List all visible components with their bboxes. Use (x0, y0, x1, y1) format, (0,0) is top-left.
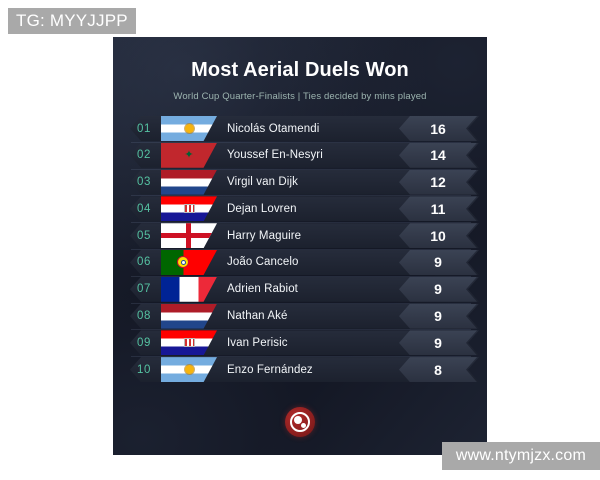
rank-label: 06 (137, 256, 151, 269)
player-name: Adrien Rabiot (227, 283, 298, 296)
flag-field (161, 196, 217, 222)
row-divider (131, 222, 471, 224)
duels-won-value: 12 (399, 170, 477, 195)
player-name: Nicolás Otamendi (227, 122, 320, 135)
table-row[interactable]: 09 Ivan Perisic 9 (121, 330, 479, 358)
row-divider (131, 275, 471, 277)
argentina-sun-icon (184, 124, 194, 133)
duels-won-value: 14 (399, 143, 477, 168)
table-row[interactable]: 05 Harry Maguire 10 (121, 223, 479, 250)
flag-croatia-icon (161, 196, 217, 222)
player-name: Enzo Fernández (227, 363, 313, 376)
duels-won-value: 10 (399, 223, 477, 248)
table-row[interactable]: 02 ✦ Youssef En-Nesyri 14 (121, 142, 479, 170)
duels-won-value: 8 (399, 357, 477, 382)
card-header: Most Aerial Duels Won World Cup Quarter-… (113, 37, 487, 102)
player-name: Ivan Perisic (227, 336, 288, 349)
table-row[interactable]: 04 Dejan Lovren 11 (121, 196, 479, 224)
rank-label: 05 (137, 229, 151, 242)
row-divider (131, 248, 471, 250)
row-divider (131, 302, 471, 304)
player-name: Virgil van Dijk (227, 176, 298, 189)
swirl-logo-glyph (290, 412, 310, 432)
watermark-top-left: TG: MYYJJPP (8, 8, 136, 34)
duels-won-value: 9 (399, 250, 477, 275)
rank-label: 03 (137, 176, 151, 189)
duels-won-value: 9 (399, 304, 477, 329)
duels-won-value: 16 (399, 116, 477, 141)
duels-won-value: 11 (399, 196, 477, 221)
table-row[interactable]: 10 Enzo Fernández 8 (121, 357, 479, 383)
row-divider (131, 168, 471, 170)
rank-label: 07 (137, 283, 151, 296)
rank-label: 08 (137, 310, 151, 323)
rank-label: 04 (137, 202, 151, 215)
argentina-sun-icon (184, 365, 194, 375)
table-row[interactable]: 06 João Cancelo 9 (121, 249, 479, 277)
rank-label: 01 (137, 122, 151, 135)
player-name: Youssef En-Nesyri (227, 149, 323, 162)
table-row[interactable]: 03 Virgil van Dijk 12 (121, 169, 479, 197)
player-name: Harry Maguire (227, 229, 302, 242)
morocco-star-icon: ✦ (184, 148, 194, 161)
swirl-logo-icon (285, 407, 315, 437)
rank-label: 02 (137, 149, 151, 162)
card-subtitle: World Cup Quarter-Finalists | Ties decid… (173, 91, 427, 102)
watermark-bottom-right: www.ntymjzx.com (441, 442, 600, 470)
duels-won-value: 9 (399, 330, 477, 355)
row-divider (131, 141, 471, 143)
portugal-armillary-icon (177, 256, 190, 269)
table-row[interactable]: 01 Nicolás Otamendi 16 (121, 116, 479, 143)
croatia-shield-icon (183, 203, 195, 213)
rank-label: 09 (137, 336, 151, 349)
ranking-list: 01 Nicolás Otamendi 16 02 ✦ Youssef En-Nesyri… (113, 116, 487, 383)
duels-won-value: 9 (399, 277, 477, 302)
logo-container (113, 407, 487, 437)
player-name: Dejan Lovren (227, 202, 297, 215)
rank-label: 10 (137, 363, 151, 376)
player-name: João Cancelo (227, 256, 299, 269)
croatia-shield-icon (183, 337, 195, 347)
table-row[interactable]: 07 Adrien Rabiot 9 (121, 276, 479, 304)
player-name: Nathan Aké (227, 310, 288, 323)
page-title: Most Aerial Duels Won (191, 59, 409, 81)
row-divider (131, 195, 471, 197)
row-divider (131, 356, 471, 358)
leaderboard-card: Most Aerial Duels Won World Cup Quarter-… (113, 37, 487, 455)
row-divider (131, 329, 471, 331)
table-row[interactable]: 08 Nathan Aké 9 (121, 303, 479, 331)
